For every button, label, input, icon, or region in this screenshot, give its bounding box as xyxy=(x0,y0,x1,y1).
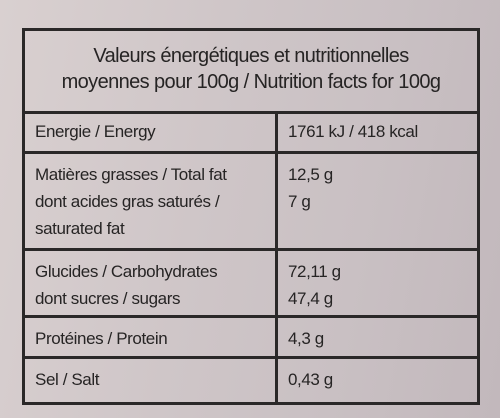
table-row: Energie / Energy 1761 kJ / 418 kcal xyxy=(25,111,477,151)
table-row: Glucides / Carbohydrates dont sucres / su… xyxy=(25,248,477,315)
nutrient-name: saturated fat xyxy=(35,219,125,238)
nutrient-name: Matières grasses / Total fat xyxy=(35,165,227,184)
nutrient-name: dont acides gras saturés / xyxy=(35,192,220,211)
nutrient-value: 0,43 g xyxy=(288,370,333,389)
nutrient-value: 12,5 g xyxy=(288,165,333,184)
nutrient-name: Energie / Energy xyxy=(35,122,156,141)
nutrient-value: 47,4 g xyxy=(288,289,333,308)
title-line: Valeurs énergétiques et nutritionnelles xyxy=(93,45,409,67)
header: Valeurs énergétiques et nutritionnelles … xyxy=(25,31,477,114)
nutrient-name: Sel / Salt xyxy=(35,370,100,389)
table-row: Sel / Salt 0,43 g xyxy=(25,356,477,402)
value-cell: 12,5 g 7 g xyxy=(278,154,477,248)
value-cell: 0,43 g xyxy=(278,359,477,402)
nutrient-name: dont sucres / sugars xyxy=(35,289,181,308)
table-row: Protéines / Protein 4,3 g xyxy=(25,315,477,356)
nutrient-cell: Protéines / Protein xyxy=(25,318,278,356)
value-cell: 4,3 g xyxy=(278,318,477,356)
nutrient-value: 7 g xyxy=(288,192,311,211)
nutrient-cell: Sel / Salt xyxy=(25,359,278,402)
nutrient-value: 1761 kJ / 418 kcal xyxy=(288,122,418,141)
nutrient-value: 72,11 g xyxy=(288,262,341,281)
nutrient-name: Glucides / Carbohydrates xyxy=(35,262,218,281)
nutrient-value: 4,3 g xyxy=(288,329,324,348)
table-row: Matières grasses / Total fat dont acides … xyxy=(25,151,477,248)
value-cell: 72,11 g 47,4 g xyxy=(278,251,477,315)
nutrient-cell: Glucides / Carbohydrates dont sucres / su… xyxy=(25,251,278,315)
nutrient-cell: Energie / Energy xyxy=(25,111,278,151)
nutrient-cell: Matières grasses / Total fat dont acides … xyxy=(25,154,278,248)
title-line: moyennes pour 100g / Nutrition facts for… xyxy=(61,71,441,93)
nutrient-name: Protéines / Protein xyxy=(35,329,168,348)
value-cell: 1761 kJ / 418 kcal xyxy=(278,111,477,151)
nutrition-box: Valeurs énergétiques et nutritionnelles … xyxy=(22,28,480,405)
